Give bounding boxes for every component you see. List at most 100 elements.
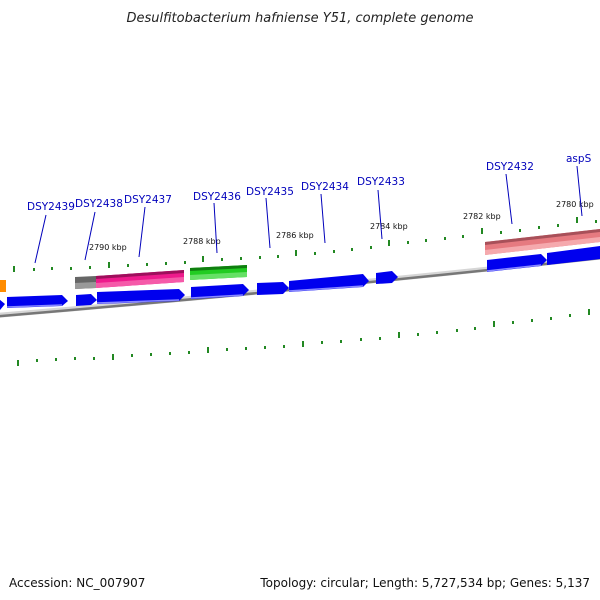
outer-tick-scale — [13, 217, 597, 272]
orange-feature[interactable] — [0, 280, 6, 292]
tick-mark — [370, 246, 372, 249]
tick-mark — [240, 257, 242, 260]
tick-mark — [569, 314, 571, 317]
tick-mark — [557, 224, 559, 227]
kbp-label: 2784 kbp — [370, 222, 408, 231]
leader-line — [213, 202, 218, 254]
tick-mark — [360, 338, 362, 341]
tick-mark — [226, 348, 228, 351]
tick-mark — [108, 262, 110, 268]
tick-mark — [184, 261, 186, 264]
kbp-label: 2788 kbp — [183, 237, 221, 246]
tick-mark — [595, 220, 597, 223]
tick-mark — [264, 346, 266, 349]
cds-arrow[interactable] — [0, 299, 5, 310]
tick-mark — [13, 266, 15, 272]
leader-line — [576, 165, 583, 217]
tick-mark — [444, 237, 446, 240]
tick-mark — [436, 331, 438, 334]
tick-mark — [493, 321, 495, 327]
gene-label-asps: aspS — [566, 153, 592, 165]
leader-line — [377, 189, 383, 240]
kbp-label: 2790 kbp — [89, 243, 127, 252]
tick-mark — [127, 264, 129, 267]
tick-mark — [89, 266, 91, 269]
green-feature-dsy2436-shade — [190, 272, 247, 280]
tick-mark — [576, 217, 578, 223]
tick-mark — [388, 240, 390, 246]
tick-mark — [51, 267, 53, 270]
feature-track — [0, 229, 600, 292]
inner-tick-scale — [17, 309, 590, 366]
tick-mark — [259, 256, 261, 259]
magenta-feature-dsy2437-highlight — [96, 270, 184, 279]
salmon-feature-dsy2432-shade — [485, 237, 600, 255]
map-title: Desulfitobacterium hafniense Y51, comple… — [126, 11, 473, 26]
tick-mark — [351, 248, 353, 251]
tick-mark — [295, 250, 297, 256]
green-feature-dsy2436-highlight — [190, 265, 247, 271]
tick-mark — [36, 359, 38, 362]
tick-mark — [131, 354, 133, 357]
gene-leader-lines — [34, 165, 583, 264]
tick-mark — [245, 347, 247, 350]
tick-mark — [407, 241, 409, 244]
tick-mark — [321, 341, 323, 344]
genome-summary: Topology: circular; Length: 5,727,534 bp… — [259, 576, 590, 590]
cds-highlight — [190, 294, 244, 299]
tick-mark — [112, 354, 114, 360]
cds-highlight — [288, 285, 364, 292]
tick-mark — [340, 340, 342, 343]
tick-mark — [550, 317, 552, 320]
tick-mark — [314, 252, 316, 255]
kbp-label: 2786 kbp — [276, 231, 314, 240]
tick-mark — [512, 321, 514, 324]
tick-mark — [519, 229, 521, 232]
tick-mark — [202, 256, 204, 262]
tick-mark — [379, 337, 381, 340]
tick-mark — [500, 231, 502, 234]
salmon-feature-dsy2432-highlight — [485, 229, 600, 245]
tick-mark — [165, 262, 167, 265]
tick-mark — [456, 329, 458, 332]
cds-arrow[interactable] — [547, 246, 600, 265]
gene-label-dsy2437: DSY2437 — [124, 194, 172, 206]
tick-mark — [277, 255, 279, 258]
gene-label-dsy2438: DSY2438 — [75, 198, 123, 210]
accession-label: Accession: NC_007907 — [9, 576, 145, 590]
cds-highlight — [96, 299, 180, 304]
gray-feature-dsy2438-shade — [75, 282, 96, 289]
cds-arrow[interactable] — [487, 254, 547, 272]
leader-line — [84, 211, 96, 261]
cds-arrow[interactable] — [257, 282, 289, 295]
tick-mark — [17, 360, 19, 366]
tick-mark — [333, 250, 335, 253]
tick-mark — [425, 239, 427, 242]
cds-highlight — [486, 264, 542, 272]
tick-mark — [146, 263, 148, 266]
tick-mark — [74, 357, 76, 360]
tick-mark — [302, 341, 304, 347]
leader-line — [138, 206, 146, 258]
gene-label-dsy2436: DSY2436 — [193, 191, 241, 203]
cds-arrow[interactable] — [76, 294, 97, 306]
cds-arrow[interactable] — [289, 274, 369, 292]
tick-mark — [398, 332, 400, 338]
tick-mark — [531, 319, 533, 322]
tick-mark — [474, 327, 476, 330]
leader-line — [265, 197, 271, 249]
tick-mark — [221, 258, 223, 261]
cds-arrow[interactable] — [376, 271, 398, 284]
tick-mark — [150, 353, 152, 356]
cds-track — [0, 246, 600, 310]
kbp-label: 2780 kbp — [556, 200, 594, 209]
gene-label-dsy2433: DSY2433 — [357, 176, 405, 188]
magenta-feature-dsy2437-shade — [96, 277, 184, 288]
tick-mark — [93, 357, 95, 360]
gene-label-dsy2432: DSY2432 — [486, 161, 534, 173]
gene-label-dsy2434: DSY2434 — [301, 181, 349, 193]
leader-line — [320, 193, 326, 244]
tick-mark — [33, 268, 35, 271]
tick-mark — [462, 235, 464, 238]
